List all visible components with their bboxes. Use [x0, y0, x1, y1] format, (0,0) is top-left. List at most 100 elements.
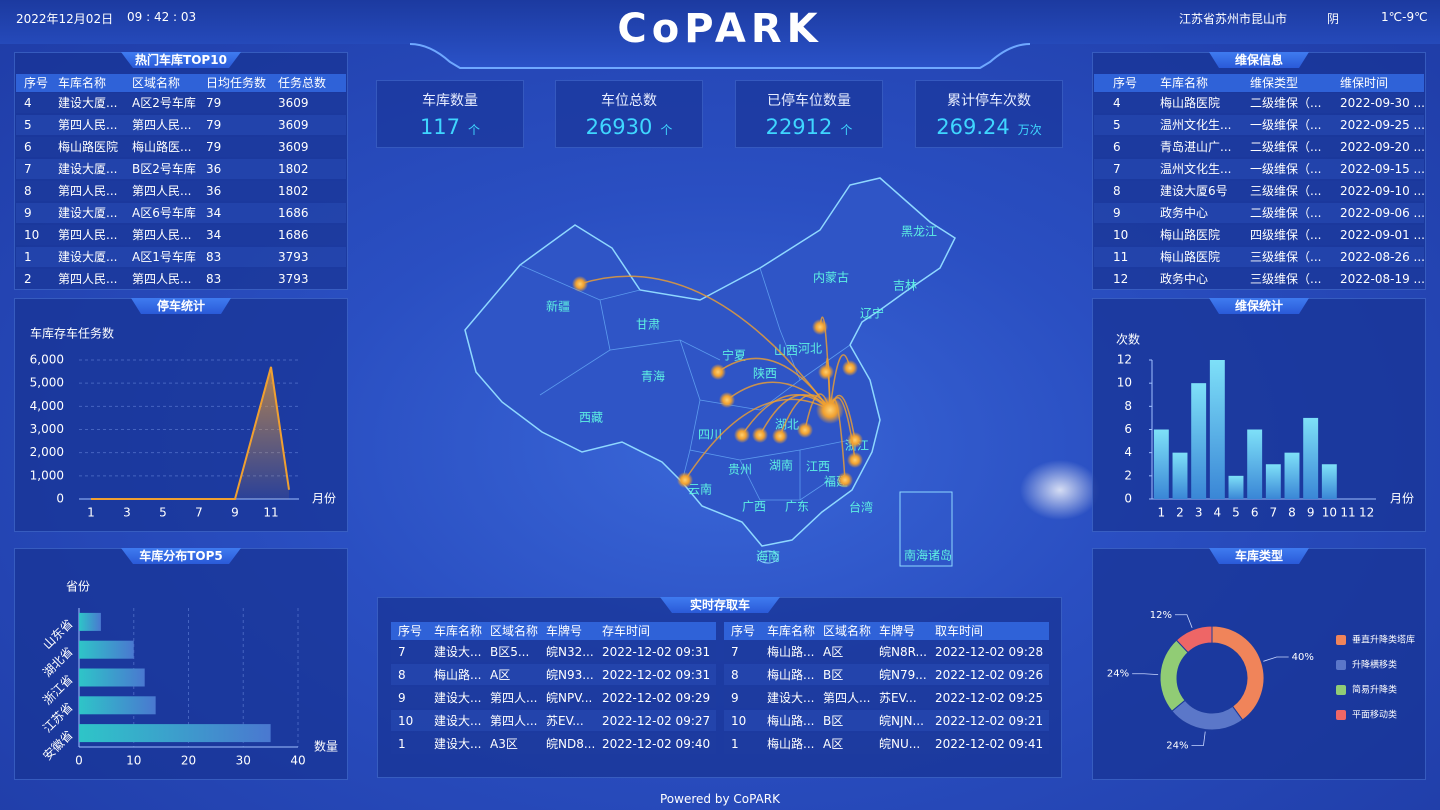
location: 江苏省苏州市昆山市	[1179, 12, 1288, 26]
city-dot	[837, 472, 853, 488]
data-label: 24%	[1107, 669, 1129, 680]
table-cell: 1802	[278, 162, 309, 176]
table-cell: A区1号车库	[132, 250, 196, 264]
table-cell: 建设大厦...	[58, 206, 118, 220]
x-tick-label: 10	[1322, 506, 1337, 520]
table-cell: 3609	[278, 140, 309, 154]
table-cell: 9	[24, 206, 32, 220]
table-cell: 三级维保（...	[1250, 272, 1322, 286]
city-dot	[842, 360, 858, 376]
x-tick-label: 11	[263, 506, 278, 520]
table-cell: 建设大...	[434, 644, 482, 659]
province-label: 云南	[688, 482, 712, 497]
stat-card: 车库数量 117 个	[376, 80, 524, 148]
table-cell: 2022-12-02 09:25	[935, 690, 1044, 705]
table-cell: 5	[24, 118, 32, 132]
table-cell: B区5...	[490, 644, 530, 659]
table-cell: 5	[1113, 118, 1121, 132]
card-label: 累计停车次数	[947, 93, 1031, 109]
table-cell: 2022-09-10 ...	[1340, 184, 1425, 198]
legend-swatch	[1336, 685, 1346, 695]
table-row	[1094, 269, 1424, 289]
table-cell: 梅山路...	[767, 736, 815, 751]
table-row	[16, 181, 346, 201]
city-dot	[818, 364, 834, 380]
table-cell: 二级维保（...	[1250, 206, 1322, 220]
table-cell: 2	[24, 272, 32, 286]
south-sea-box	[899, 491, 953, 567]
table-cell: 2022-12-02 09:40	[602, 736, 711, 751]
table-cell: 梅山路...	[767, 667, 815, 682]
province-borders	[519, 264, 851, 501]
table-cell: 第四人民...	[58, 228, 118, 242]
table-cell: 第四人...	[823, 690, 871, 705]
y-axis-title: 次数	[1116, 332, 1140, 347]
table-cell: 8	[731, 667, 739, 682]
y-tick-label: 10	[1117, 376, 1132, 390]
bar	[1228, 475, 1244, 499]
legend-label: 垂直升降类塔库	[1352, 634, 1415, 646]
card-label: 车库数量	[422, 93, 478, 109]
table-cell: B区	[823, 667, 844, 682]
table-cell: 10	[398, 713, 414, 728]
flight-line	[579, 275, 831, 411]
bar	[79, 612, 101, 631]
x-tick-label: 20	[181, 754, 196, 768]
hainan-shape	[757, 550, 779, 564]
table-cell: 四级维保（...	[1250, 228, 1322, 242]
table-cell: 梅山路医院	[1160, 228, 1221, 242]
y-tick-label: 2	[1124, 468, 1132, 482]
province-label: 青海	[641, 369, 665, 384]
table-cell: 政务中心	[1160, 206, 1209, 220]
table-row	[1094, 137, 1424, 157]
table-row	[724, 664, 1049, 685]
table-cell: 第四人民...	[58, 272, 118, 286]
table-cell: 10	[1113, 228, 1129, 242]
table-cell: 2022-12-02 09:21	[935, 713, 1044, 728]
table-cell: 79	[206, 140, 222, 154]
x-tick-label: 30	[236, 754, 251, 768]
table-cell: 温州文化生...	[1160, 118, 1232, 132]
table-cell: 苏EV...	[879, 690, 917, 705]
header-cell: 日均任务数	[206, 76, 267, 90]
x-tick-label: 7	[195, 506, 203, 520]
pie-slice	[1171, 699, 1244, 731]
panel-title: 热门车库TOP10	[121, 52, 241, 68]
table-row	[724, 641, 1049, 662]
table-row	[391, 687, 716, 708]
table-cell: 1	[398, 736, 406, 751]
table-cell: 2022-09-20 ...	[1340, 140, 1425, 154]
table-row	[1094, 181, 1424, 201]
table-cell: A区	[823, 736, 844, 751]
header-cell: 车牌号	[879, 624, 916, 638]
table-cell: 8	[398, 667, 406, 682]
bar	[79, 696, 156, 715]
table-cell: 79	[206, 96, 222, 110]
table-cell: B区	[823, 713, 844, 728]
x-tick-label: 4	[1214, 506, 1222, 520]
y-tick-label: 0	[56, 492, 64, 506]
bar	[79, 724, 271, 743]
area-fill	[91, 366, 289, 499]
province-label: 甘肃	[636, 318, 660, 332]
table-cell: 第四人民...	[58, 118, 118, 132]
province-label: 江西	[806, 460, 830, 474]
legend-label: 简易升降类	[1352, 684, 1397, 696]
table-cell: 7	[398, 644, 406, 659]
x-axis-title: 月份	[312, 492, 336, 506]
header-cell: 取车时间	[935, 624, 984, 638]
table-cell: 一级维保（...	[1250, 118, 1322, 132]
table-cell: 2022-12-02 09:27	[602, 713, 711, 728]
table-row	[724, 733, 1049, 754]
china-map: 新疆甘肃青海西藏内蒙古黑龙江吉林辽宁宁夏山西河北陕西四川湖北贵州湖南江西浙江福建…	[464, 177, 956, 567]
stat-card: 累计停车次数 269.24 万次	[915, 80, 1063, 148]
x-tick-label: 11	[1340, 506, 1355, 520]
table-cell: 梅山路医院	[58, 140, 119, 154]
y-tick-label: 5,000	[30, 376, 64, 390]
table-row	[16, 137, 346, 157]
legend-label: 升降横移类	[1352, 659, 1397, 671]
data-label: 40%	[1292, 652, 1314, 663]
